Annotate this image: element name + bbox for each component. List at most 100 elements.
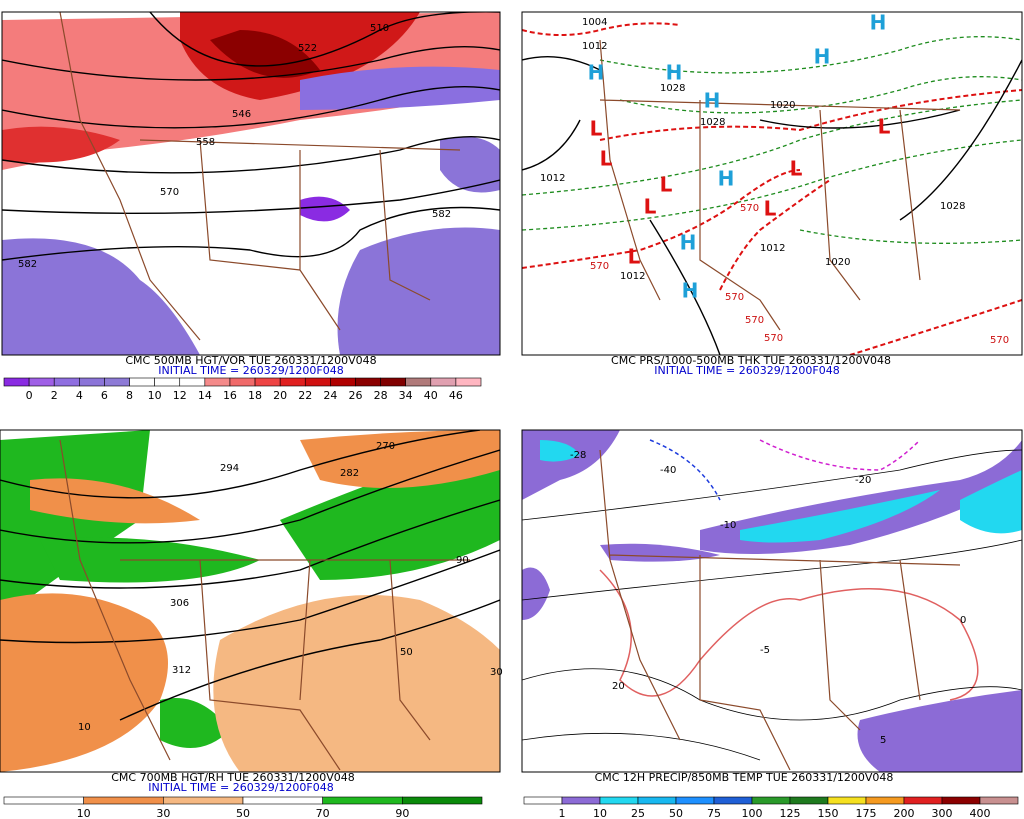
pressure-center: H [814,45,831,69]
contour-label: 90 [456,555,469,566]
colorbar-box [827,796,867,805]
colorbar-label: 50 [669,807,683,819]
colorbar-box [979,796,1019,805]
colorbar-box [3,796,84,805]
contour-label: 312 [172,665,191,676]
colorbar-box [455,377,482,387]
panel-title: CMC 500MB HGT/VOR TUE 260331/1200V048 [125,354,376,367]
colorbar-box [599,796,639,805]
colorbar-box [903,796,943,805]
colorbar-label: 175 [856,807,877,819]
initial-time: INITIAL TIME = 260329/1200F048 [148,781,333,794]
colorbar-box [713,796,753,805]
colorbar-box [789,796,829,805]
colorbar-box [865,796,905,805]
colorbar-label: 26 [348,389,362,402]
contour-label: 570 [740,203,759,214]
colorbar-box [28,377,55,387]
pressure-center: H [870,11,887,35]
contour-label: -40 [660,465,676,476]
contour-label: 570 [160,187,179,198]
colorbar-box [3,377,30,387]
contour-label: 306 [170,598,189,609]
initial-time: INITIAL TIME = 260329/1200F048 [654,364,839,377]
contour-label: 1028 [700,117,725,128]
colorbar-box [79,377,105,387]
colorbar-label: 1 [559,807,566,819]
contour-label: 1012 [582,41,607,52]
pressure-center: H [682,279,699,303]
contour-label: 570 [725,292,744,303]
contour-label: 570 [745,315,764,326]
pressure-center: L [660,173,673,197]
colorbar-box [322,796,403,805]
contour-label: -10 [720,520,736,531]
contour-label: 5 [880,735,886,746]
colorbar-label: 6 [101,389,108,402]
map-frame [521,429,1023,773]
pressure-center: H [704,89,721,113]
colorbar-box [229,377,256,387]
contour-label: 50 [400,647,413,658]
colorbar-box [380,377,406,387]
pressure-center: L [790,157,803,181]
contour-label: 570 [764,333,783,344]
colorbar-box [637,796,677,805]
contour-label: 570 [990,335,1009,346]
colorbar-label: 300 [932,807,953,819]
colorbar-box [402,796,483,805]
colorbar-label: 70 [316,807,330,819]
colorbar-label: 20 [273,389,287,402]
panel-title: CMC 700MB HGT/RH TUE 260331/1200V048 [111,771,355,784]
colorbar-label: 0 [26,389,33,402]
pressure-center: H [588,61,605,85]
contour-label: 570 [590,261,609,272]
colorbar: 10 30 50 70 90 [3,796,483,819]
contour-label: 582 [18,259,37,270]
contour-label: 510 [370,23,389,34]
panel-title: CMC 12H PRECIP/850MB TEMP TUE 260331/120… [595,771,894,784]
contour-label: 10 [78,722,91,733]
pressure-center: L [628,245,641,269]
map-pressure [522,12,1022,355]
contour-label: 1020 [770,100,795,111]
colorbar-box [675,796,715,805]
contour-label: 294 [220,463,239,474]
colorbar-label: 24 [323,389,337,402]
colorbar-box [279,377,306,387]
colorbar-box [104,377,130,387]
colorbar-box [523,796,563,805]
panel-title: CMC PRS/1000-500MB THK TUE 260331/1200V0… [611,354,891,367]
colorbar-box [53,377,80,387]
colorbar-box [163,796,244,805]
colorbar-label: 12 [173,389,187,402]
contour-label: 1012 [760,243,785,254]
colorbar-label: 40 [424,389,438,402]
colorbar-label: 30 [156,807,170,819]
pressure-center: L [600,147,613,171]
pressure-center: H [666,61,683,85]
colorbar: 1 10 25 50 75 100 125 150 175 200 300 400 [523,796,1019,819]
colorbar-box [430,377,457,387]
contour-label: -20 [855,475,871,486]
colorbar-label: 16 [223,389,237,402]
colorbar-label: 90 [395,807,409,819]
map-500mb [2,12,500,355]
map-frame [521,11,1023,356]
colorbar: 0 2 4 6 8 10 12 14 16 18 20 22 24 26 28 34 40 46 [3,377,482,402]
colorbar-box [751,796,791,805]
pressure-center: L [878,115,891,139]
colorbar-box [941,796,981,805]
colorbar-label: 14 [198,389,212,402]
colorbar-label: 34 [399,389,413,402]
colorbar-label: 150 [818,807,839,819]
colorbar-label: 50 [236,807,250,819]
map-frame [1,11,501,356]
colorbar-box [330,377,356,387]
pressure-center: H [718,167,735,191]
colorbar-box [179,377,206,387]
colorbar-box [83,796,164,805]
colorbar-label: 2 [51,389,58,402]
colorbar-label: 75 [707,807,721,819]
